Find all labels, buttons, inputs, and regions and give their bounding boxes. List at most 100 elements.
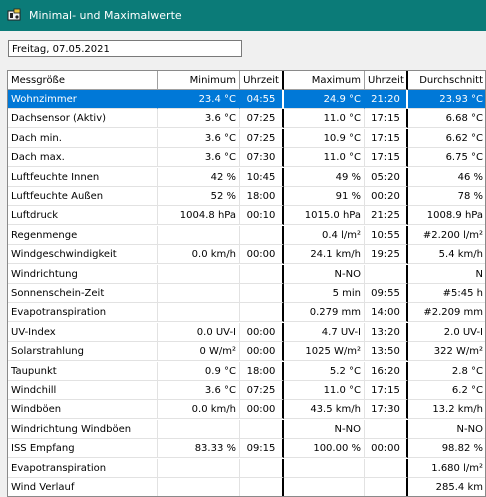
- cell-maximum: 11.0 °C: [284, 148, 365, 168]
- cell-durchschnitt: 6.62 °C: [408, 129, 485, 148]
- table-row[interactable]: Windrichtung N-NO N: [8, 264, 485, 284]
- cell-max-time: 13:50: [365, 342, 408, 362]
- cell-min-time: [240, 419, 284, 439]
- cell-maximum: 24.9 °C: [284, 90, 365, 109]
- table-row[interactable]: Dach min. 3.6 °C 07:25 10.9 °C 17:15 6.62 °C: [8, 128, 485, 148]
- cell-durchschnitt: 285.4 km: [408, 478, 485, 496]
- cell-max-time: 13:20: [365, 322, 408, 342]
- cell-maximum: 1015.0 hPa: [284, 206, 365, 226]
- cell-minimum: 23.4 °C: [158, 90, 240, 109]
- cell-minimum: [158, 284, 240, 303]
- window-title: Minimal- und Maximalwerte: [29, 9, 182, 22]
- cell-maximum: 91 %: [284, 187, 365, 206]
- cell-max-time: 09:55: [365, 284, 408, 303]
- table-row[interactable]: Windgeschwindigkeit 0.0 km/h 00:00 24.1 km/…: [8, 245, 485, 265]
- cell-maximum: 5.2 °C: [284, 361, 365, 381]
- table-row[interactable]: Regenmenge 0.4 l/m² 10:55 #2.200 l/m²: [8, 225, 485, 245]
- cell-max-time: 14:00: [365, 303, 408, 323]
- column-header-durchschnitt[interactable]: Durchschnitt: [408, 71, 485, 90]
- cell-durchschnitt: N: [408, 265, 485, 284]
- cell-max-time: 17:30: [365, 400, 408, 420]
- cell-minimum: [158, 303, 240, 323]
- table-row[interactable]: ISS Empfang 83.33 % 09:15 100.00 % 00:00 98.8…: [8, 439, 485, 459]
- cell-durchschnitt: 6.68 °C: [408, 109, 485, 129]
- date-field[interactable]: Freitag, 07.05.2021: [8, 40, 242, 57]
- cell-maximum: 0.279 mm: [284, 303, 365, 323]
- cell-min-time: 04:55: [240, 90, 284, 109]
- cell-messgroesse: Windrichtung Windböen: [8, 419, 158, 439]
- cell-durchschnitt: 1.680 l/m²: [408, 459, 485, 478]
- cell-minimum: [158, 478, 240, 496]
- cell-messgroesse: Wind Verlauf: [8, 478, 158, 496]
- cell-durchschnitt: 78 %: [408, 187, 485, 206]
- table-row[interactable]: Luftfeuchte Außen 52 % 18:00 91 % 00:20 78 %: [8, 187, 485, 206]
- cell-durchschnitt: 322 W/m²: [408, 342, 485, 362]
- cell-messgroesse: Dach min.: [8, 128, 158, 148]
- table-row[interactable]: Windchill 3.6 °C 07:25 11.0 °C 17:15 6.2 °C: [8, 381, 485, 400]
- cell-max-time: 17:15: [365, 128, 408, 148]
- cell-minimum: 42 %: [158, 167, 240, 187]
- table-row[interactable]: Taupunkt 0.9 °C 18:00 5.2 °C 16:20 2.8 °C: [8, 361, 485, 381]
- table-row[interactable]: Luftfeuchte Innen 42 % 10:45 49 % 05:20 46 %: [8, 167, 485, 187]
- cell-messgroesse: UV-Index: [8, 322, 158, 342]
- cell-min-time: 00:10: [240, 206, 284, 226]
- cell-maximum: 11.0 °C: [284, 381, 365, 400]
- cell-maximum: [284, 478, 365, 496]
- cell-minimum: 0.0 km/h: [158, 245, 240, 265]
- cell-durchschnitt: 13.2 km/h: [408, 400, 485, 420]
- cell-durchschnitt: 1008.9 hPa: [408, 206, 485, 226]
- column-header-minimum[interactable]: Minimum: [158, 71, 240, 90]
- cell-minimum: 3.6 °C: [158, 381, 240, 400]
- cell-max-time: [365, 458, 408, 478]
- cell-minimum: 3.6 °C: [158, 109, 240, 129]
- cell-max-time: 10:55: [365, 225, 408, 245]
- table-row[interactable]: Dach max. 3.6 °C 07:30 11.0 °C 17:15 6.75 °C: [8, 148, 485, 168]
- table-row[interactable]: Windböen 0.0 km/h 00:00 43.5 km/h 17:30 13.2 …: [8, 400, 485, 420]
- cell-durchschnitt: #2.209 mm: [408, 303, 485, 323]
- table-row[interactable]: UV-Index 0.0 UV-I 00:00 4.7 UV-I 13:20 2.0 UV…: [8, 322, 485, 342]
- cell-max-time: [365, 264, 408, 284]
- cell-messgroesse: Windböen: [8, 400, 158, 420]
- table-row[interactable]: Windrichtung Windböen N-NO N-NO: [8, 419, 485, 439]
- table-header-row: Messgröße Minimum Uhrzeit Maximum Uhrzei…: [8, 71, 485, 90]
- cell-durchschnitt: 6.2 °C: [408, 381, 485, 400]
- column-header-min-time[interactable]: Uhrzeit: [240, 71, 284, 90]
- cell-max-time: 17:15: [365, 109, 408, 129]
- min-max-table[interactable]: Messgröße Minimum Uhrzeit Maximum Uhrzei…: [7, 70, 486, 497]
- cell-min-time: 00:00: [240, 400, 284, 420]
- cell-messgroesse: Sonnenschein-Zeit: [8, 284, 158, 303]
- cell-min-time: 07:30: [240, 148, 284, 168]
- cell-max-time: 19:25: [365, 245, 408, 265]
- cell-min-time: [240, 284, 284, 303]
- column-header-maximum[interactable]: Maximum: [284, 71, 365, 90]
- table-row[interactable]: Evapotranspiration 0.279 mm 14:00 #2.209 mm: [8, 303, 485, 323]
- cell-min-time: [240, 478, 284, 496]
- cell-minimum: 3.6 °C: [158, 148, 240, 168]
- cell-messgroesse: Luftfeuchte Innen: [8, 167, 158, 187]
- cell-max-time: [365, 419, 408, 439]
- cell-max-time: 17:15: [365, 148, 408, 168]
- cell-min-time: 07:25: [240, 381, 284, 400]
- table-row[interactable]: Wind Verlauf 285.4 km: [8, 478, 485, 496]
- cell-messgroesse: Wohnzimmer: [8, 90, 158, 109]
- cell-minimum: [158, 419, 240, 439]
- cell-minimum: 52 %: [158, 187, 240, 206]
- table-row[interactable]: Evapotranspiration 1.680 l/m²: [8, 458, 485, 478]
- table-row[interactable]: Wohnzimmer 23.4 °C 04:55 24.9 °C 21:20 23.93 …: [8, 90, 485, 109]
- table-row[interactable]: Dachsensor (Aktiv) 3.6 °C 07:25 11.0 °C 17:1…: [8, 109, 485, 129]
- table-row[interactable]: Solarstrahlung 0 W/m² 00:00 1025 W/m² 13:50 3…: [8, 342, 485, 362]
- cell-minimum: [158, 264, 240, 284]
- cell-durchschnitt: #2.200 l/m²: [408, 226, 485, 245]
- table-row[interactable]: Luftdruck 1004.8 hPa 00:10 1015.0 hPa 21:25 1…: [8, 206, 485, 226]
- column-header-max-time[interactable]: Uhrzeit: [365, 71, 408, 90]
- column-header-messgroesse[interactable]: Messgröße: [8, 71, 158, 90]
- cell-minimum: 0 W/m²: [158, 342, 240, 362]
- cell-messgroesse: ISS Empfang: [8, 439, 158, 459]
- table-row[interactable]: Sonnenschein-Zeit 5 min 09:55 #5:45 h: [8, 284, 485, 303]
- cell-minimum: [158, 225, 240, 245]
- cell-messgroesse: Windgeschwindigkeit: [8, 245, 158, 265]
- cell-maximum: 11.0 °C: [284, 109, 365, 129]
- cell-min-time: 18:00: [240, 187, 284, 206]
- cell-maximum: 100.00 %: [284, 439, 365, 459]
- cell-durchschnitt: N-NO: [408, 420, 485, 439]
